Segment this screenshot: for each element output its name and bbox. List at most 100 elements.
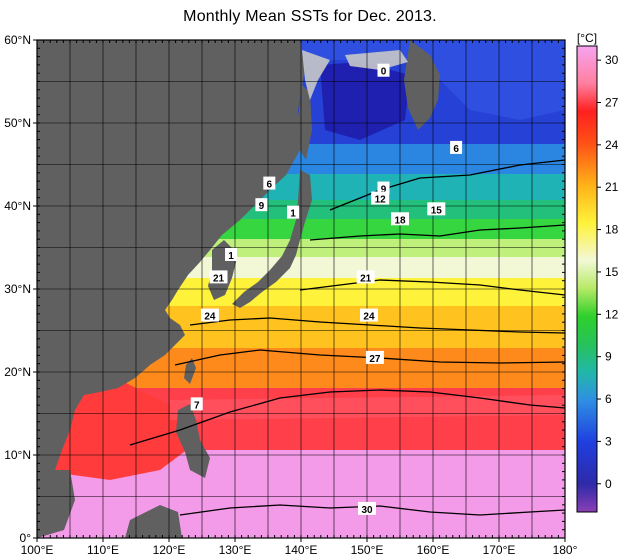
contour-label-bg (371, 191, 390, 205)
contour-label-text: 24 (363, 312, 375, 323)
x-tick-label: 170°E (483, 543, 516, 557)
x-tick-label: 180° (553, 543, 578, 557)
japan (232, 170, 312, 308)
contour-label-bg (377, 181, 390, 195)
x-tick-label: 110°E (87, 543, 119, 557)
contour-label-bg (255, 198, 268, 212)
indochina (37, 470, 75, 538)
contour-label: 6 (450, 140, 463, 155)
colorbar-labels: 0 3 6 9 12 15 18 21 24 27 30 (605, 53, 619, 491)
contour-label-text: 12 (375, 195, 387, 206)
contour-label: 21 (356, 270, 375, 284)
y-tick-label: 40°N (4, 199, 31, 213)
kamchatka (404, 40, 440, 130)
isotherm-30 (179, 504, 565, 516)
contour-label-text: 15 (431, 205, 443, 216)
colorbar-tick-label: 18 (605, 223, 619, 237)
isotherm-21 (189, 317, 565, 334)
contour-label: 1 (225, 247, 238, 262)
colorbar-tick-label: 6 (605, 392, 612, 406)
contour-label-text: 18 (394, 215, 406, 226)
contour-label: 27 (365, 350, 384, 365)
contour-label-bg (356, 270, 375, 284)
contour-label: 18 (391, 212, 409, 226)
contour-label: 12 (371, 191, 390, 206)
y-tick-label: 30°N (4, 282, 31, 296)
y-tick-label: 20°N (4, 365, 31, 379)
contour-label-bg (391, 212, 409, 226)
colorbar-tick-label: 21 (605, 180, 619, 194)
contour-label-text: 1 (228, 251, 234, 262)
contour-label-text: 21 (213, 273, 225, 284)
contour-label-bg (359, 308, 378, 322)
contour-label-text: 9 (381, 185, 387, 196)
contour-label: 7 (190, 397, 203, 411)
contour-label-bg (358, 501, 376, 515)
colorbar-tick-label: 30 (605, 53, 619, 67)
colorbar-tick-label: 15 (605, 265, 619, 279)
contour-label: 24 (200, 308, 219, 323)
contour-label-text: 30 (361, 505, 373, 516)
x-tick-label: 100°E (21, 543, 54, 557)
x-tick-label: 160°E (417, 543, 450, 557)
philippines (176, 404, 210, 478)
y-tick-marks (33, 39, 565, 539)
land-masses (37, 40, 440, 538)
x-tick-label: 130°E (219, 543, 252, 557)
contour-label: 15 (427, 202, 446, 216)
x-tick-label: 140°E (285, 543, 318, 557)
contour-label: 6 (263, 176, 276, 191)
contour-label-text: 7 (194, 400, 200, 411)
y-tick-label: 50°N (4, 116, 31, 130)
contour-label-bg (365, 350, 384, 364)
contour-label-text: 9 (259, 201, 265, 212)
grid-lines (37, 40, 565, 538)
isotherm-12 (309, 224, 565, 241)
x-tick-label: 120°E (153, 543, 186, 557)
sea-ice-region (302, 50, 408, 100)
contour-label: 21 (209, 270, 228, 284)
contour-label-bg (225, 247, 238, 261)
y-tick-label: 10°N (4, 448, 31, 462)
colorbar: [°C] 0 3 6 9 12 15 18 21 24 27 30 (576, 31, 619, 513)
contour-label-bg (427, 202, 446, 216)
colorbar-tick-label: 12 (605, 307, 619, 321)
contour-label-bg (209, 270, 228, 284)
contour-label-text: 27 (369, 354, 381, 365)
contour-label-text: 6 (267, 180, 273, 191)
taiwan (184, 358, 196, 384)
chart-title: Monthly Mean SSTs for Dec. 2013. (183, 8, 437, 25)
colorbar-ticks (597, 59, 601, 485)
contour-label-text: 1 (290, 209, 296, 220)
x-tick-label: 150°E (351, 543, 384, 557)
contour-label-bg (287, 205, 300, 219)
borneo (125, 505, 182, 538)
contour-label: 9 (255, 198, 268, 212)
colorbar-gradient (576, 45, 598, 513)
contour-label-bg (377, 63, 390, 77)
contour-label-bg (190, 397, 203, 411)
contour-label: 1 (287, 205, 300, 220)
colorbar-tick-label: 0 (605, 477, 612, 491)
y-tick-label: 60°N (4, 33, 31, 47)
contour-label-bg (263, 176, 276, 190)
x-tick-marks (36, 40, 566, 542)
colorbar-tick-label: 24 (605, 138, 619, 152)
contour-label-text: 6 (453, 144, 459, 155)
x-tick-labels: 100°E 110°E 120°E 130°E 140°E 150°E 160°E 170°E… (21, 543, 578, 557)
asia-mainland (37, 40, 305, 470)
contour-label-bg (450, 140, 463, 154)
colorbar-tick-label: 9 (605, 350, 612, 364)
colorbar-unit: [°C] (577, 31, 597, 45)
contour-label: 30 (358, 501, 376, 516)
isotherm-18 (299, 279, 565, 296)
contour-label: 9 (377, 181, 390, 196)
y-tick-label: 0° (20, 531, 32, 545)
isotherm-27 (129, 389, 565, 446)
contour-label-text: 21 (360, 273, 372, 284)
contour-label-text: 0 (381, 67, 387, 78)
contour-label: 24 (359, 308, 378, 323)
